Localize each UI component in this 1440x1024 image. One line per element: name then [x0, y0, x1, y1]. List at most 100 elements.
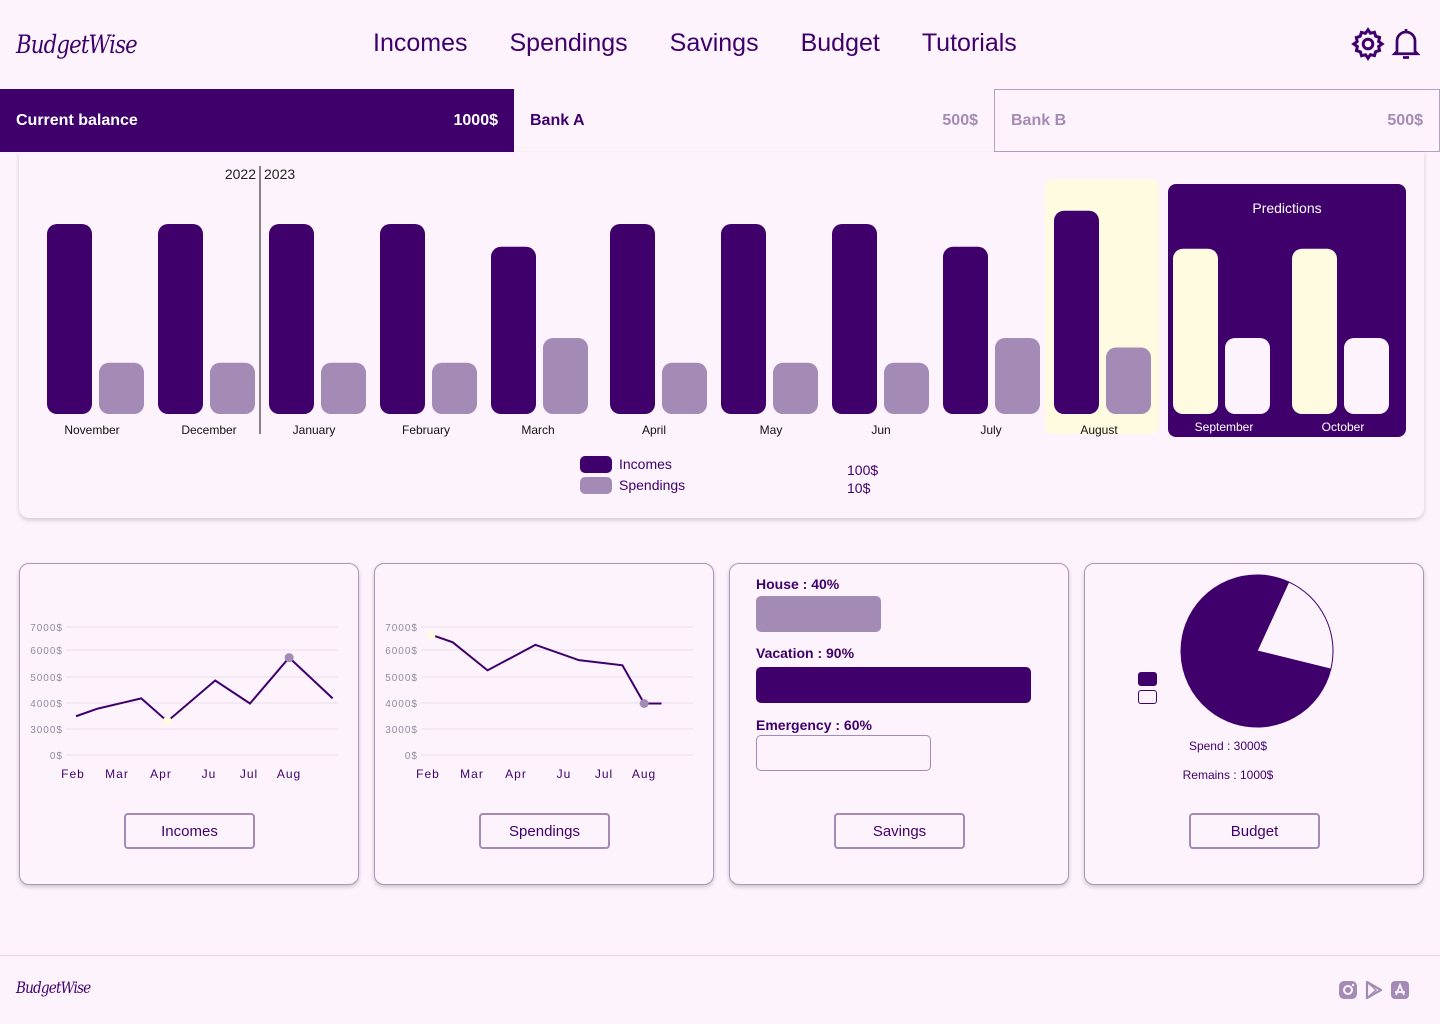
saving-goal-label: Emergency : 60%	[756, 717, 872, 733]
month-label: April	[642, 423, 666, 437]
income-bar	[158, 224, 203, 414]
month-label: August	[1080, 423, 1118, 437]
savings-button[interactable]: Savings	[834, 813, 965, 849]
spending-bar	[773, 362, 818, 414]
y-tick-label: 6000$	[385, 646, 418, 657]
gear-icon[interactable]	[1350, 26, 1386, 62]
y-tick-label: 5000$	[385, 673, 418, 684]
legend-swatch-incomes	[580, 456, 612, 473]
footer-icons	[1338, 980, 1410, 1000]
legend-label: Spendings	[619, 477, 685, 493]
income-bar	[47, 224, 92, 414]
spending-bar	[99, 362, 144, 414]
legend-swatch-spendings	[580, 477, 612, 494]
x-tick-label: Aug	[632, 767, 656, 781]
month-label: December	[181, 423, 236, 437]
x-tick-label: Ju	[202, 767, 217, 781]
month-label: January	[293, 423, 336, 437]
saving-goal-bar-vacation	[756, 667, 1031, 703]
footer: BudgetWise	[0, 955, 1440, 1024]
logo[interactable]: BudgetWise	[16, 30, 138, 59]
bank-b-amount: 500$	[1387, 111, 1423, 129]
data-point-marker	[639, 699, 649, 708]
month-label: March	[521, 423, 554, 437]
spending-bar	[543, 338, 588, 414]
income-bar	[1054, 210, 1099, 414]
monthly-bar-chart: 2022 2023 November December January February M…	[47, 166, 1406, 496]
income-bar	[269, 224, 314, 414]
month-label: November	[64, 423, 119, 437]
income-bar	[832, 224, 877, 414]
data-point-marker	[284, 653, 294, 663]
prediction-income-bar	[1173, 248, 1218, 414]
app-store-icon[interactable]	[1390, 980, 1410, 1000]
current-balance[interactable]: Current balance 1000$	[0, 89, 514, 152]
spendings-line-chart: 7000$ 6000$ 5000$ 4000$ 3000$ 0$ Feb Mar Apr Ju Ju…	[385, 623, 693, 781]
spending-bar	[432, 362, 477, 414]
month-label: February	[402, 423, 450, 437]
incomes-card: 7000$ 6000$ 5000$ 4000$ 3000$ 0$ Feb Mar Apr Ju Ju…	[19, 563, 359, 885]
google-play-icon[interactable]	[1364, 980, 1384, 1000]
x-tick-label: Apr	[150, 767, 172, 781]
prediction-month-label: October	[1322, 420, 1365, 434]
month-label: May	[760, 423, 783, 437]
footer-logo[interactable]: BudgetWise	[16, 978, 91, 997]
nav-tutorials[interactable]: Tutorials	[921, 29, 1017, 57]
month-label: Jun	[871, 423, 890, 437]
data-point-marker	[426, 630, 436, 640]
budget-pie-chart	[1180, 574, 1334, 728]
x-tick-label: Aug	[277, 767, 301, 781]
spending-bar	[1106, 347, 1151, 414]
x-tick-label: Apr	[505, 767, 527, 781]
income-bar	[380, 224, 425, 414]
nav-budget[interactable]: Budget	[800, 29, 880, 57]
y-tick-label: 4000$	[30, 699, 63, 710]
bank-b-balance[interactable]: Bank B 500$	[994, 89, 1440, 152]
nav-savings[interactable]: Savings	[669, 29, 759, 57]
saving-goal-bar-emergency	[756, 735, 931, 771]
nav-incomes[interactable]: Incomes	[373, 29, 468, 57]
spending-bar	[884, 362, 929, 414]
x-tick-label: Jul	[595, 767, 613, 781]
bank-a-amount: 500$	[942, 111, 978, 129]
header: BudgetWise Incomes Spendings Savings Bud…	[0, 0, 1440, 89]
spending-bar	[995, 338, 1040, 414]
x-tick-label: Jul	[240, 767, 258, 781]
spending-bar	[321, 362, 366, 414]
legend-value: 10$	[847, 480, 871, 496]
bank-a-balance[interactable]: Bank A 500$	[514, 89, 994, 152]
prediction-spending-bar	[1225, 338, 1270, 414]
x-tick-label: Feb	[416, 767, 440, 781]
year-label: 2022	[225, 166, 256, 182]
x-tick-label: Ju	[557, 767, 572, 781]
pie-slice-remains	[1256, 581, 1334, 670]
prediction-income-bar	[1292, 248, 1337, 414]
bell-icon[interactable]	[1388, 26, 1424, 62]
y-tick-label: 0$	[405, 751, 418, 762]
current-balance-amount: 1000$	[453, 111, 499, 129]
saving-goal-label: House : 40%	[756, 576, 840, 592]
spendings-button[interactable]: Spendings	[479, 813, 610, 849]
spend-text: Spend : 3000$	[1188, 739, 1268, 753]
legend-label: Incomes	[619, 456, 672, 472]
incomes-button[interactable]: Incomes	[124, 813, 255, 849]
y-tick-label: 7000$	[30, 623, 63, 634]
series-line	[75, 656, 334, 723]
nav-spendings[interactable]: Spendings	[509, 29, 628, 57]
bank-b-label: Bank B	[1011, 111, 1067, 129]
income-bar	[721, 224, 766, 414]
y-tick-label: 5000$	[30, 673, 63, 684]
saving-goal-label: Vacation : 90%	[756, 645, 855, 661]
spending-bar	[210, 362, 255, 414]
budget-button[interactable]: Budget	[1189, 813, 1320, 849]
x-tick-label: Feb	[61, 767, 85, 781]
y-tick-label: 3000$	[385, 725, 418, 736]
instagram-icon[interactable]	[1338, 980, 1358, 1000]
pie-slice-spend	[1180, 574, 1332, 728]
y-tick-label: 3000$	[30, 725, 63, 736]
remains-text: Remains : 1000$	[1182, 768, 1274, 782]
month-label: July	[980, 423, 1001, 437]
legend-swatch-spend	[1138, 672, 1157, 686]
data-point-marker	[162, 716, 172, 726]
income-bar	[943, 246, 988, 414]
